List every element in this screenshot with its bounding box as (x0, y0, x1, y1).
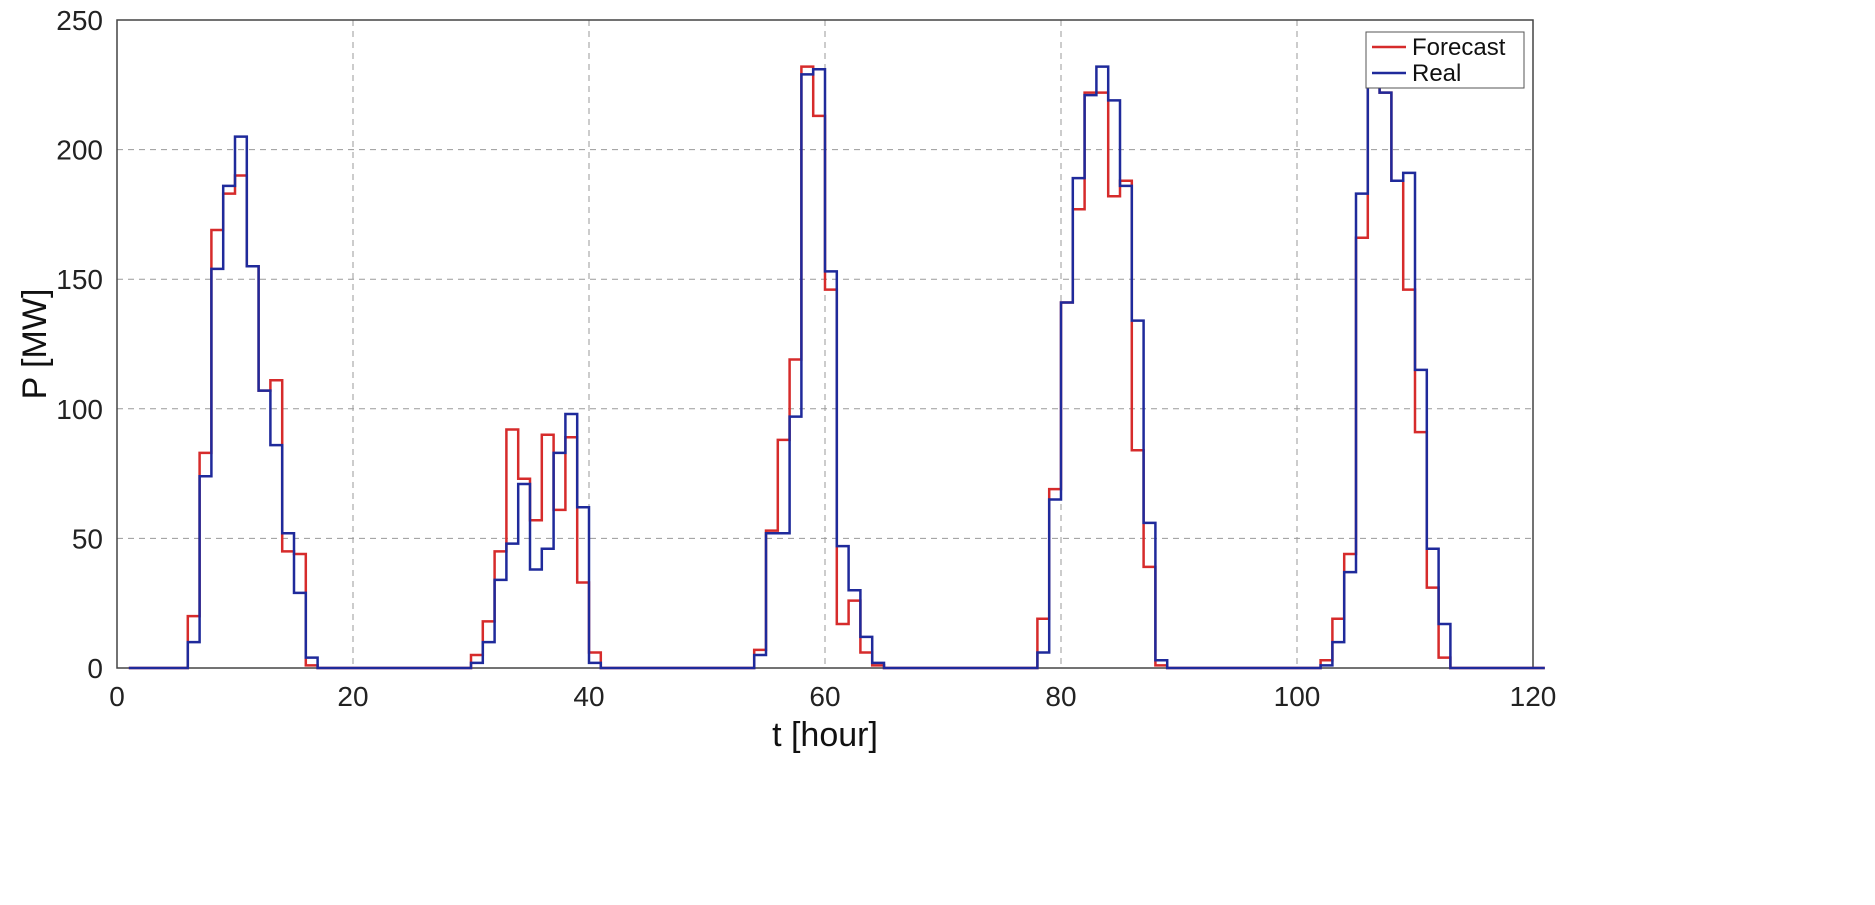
x-axis-title: t [hour] (772, 716, 878, 754)
x-tick-label: 0 (109, 681, 125, 712)
x-tick-label: 80 (1045, 681, 1076, 712)
x-tick-label: 100 (1274, 681, 1321, 712)
series-line-real (128, 49, 1545, 670)
y-axis-title: P [MW] (16, 289, 54, 400)
tick-labels: 0 20 40 60 80 100 120 0 50 100 150 200 250 (56, 5, 1556, 712)
y-tick-label: 250 (56, 5, 103, 36)
x-tick-label: 40 (573, 681, 604, 712)
y-tick-label: 50 (72, 523, 103, 554)
y-tick-label: 0 (87, 653, 103, 684)
legend-label-forecast: Forecast (1412, 34, 1506, 61)
x-tick-label: 120 (1510, 681, 1557, 712)
series-layer (128, 49, 1545, 670)
legend-label-real: Real (1412, 60, 1461, 87)
y-tick-label: 200 (56, 135, 103, 166)
y-tick-label: 100 (56, 394, 103, 425)
y-tick-label: 150 (56, 264, 103, 295)
legend: Forecast Real (1365, 31, 1525, 89)
plot-frame (116, 19, 1534, 669)
x-tick-label: 60 (809, 681, 840, 712)
x-tick-label: 20 (337, 681, 368, 712)
legend-box (1365, 31, 1525, 89)
